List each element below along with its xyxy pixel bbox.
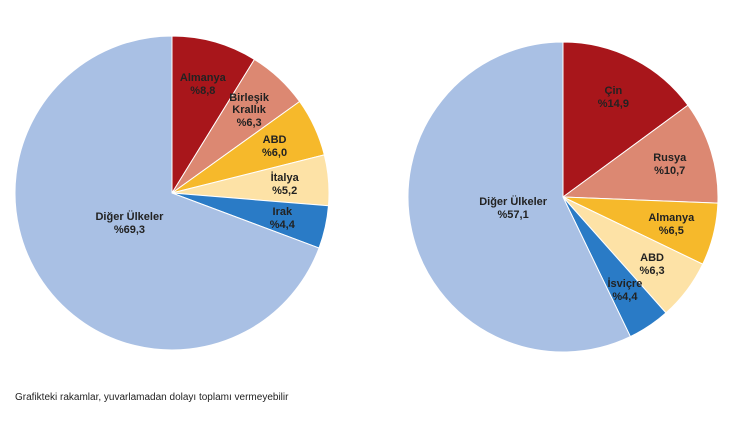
pie-slice — [171, 35, 256, 195]
slice-value: %14,9 — [597, 98, 629, 111]
slice-value: %5,2 — [272, 184, 298, 197]
pie-slice — [14, 35, 320, 351]
slice-value: %6,0 — [262, 146, 288, 159]
slice-label: Rusya — [653, 152, 687, 165]
slice-label: İsviçre — [607, 277, 643, 290]
slice-value: %6,5 — [658, 224, 684, 237]
footnote: Grafikteki rakamlar, yuvarlamadan dolayı… — [15, 392, 289, 403]
slice-value: %57,1 — [497, 209, 529, 222]
slice-value: %4,4 — [269, 218, 295, 231]
slice-label: Diğer Ülkeler — [95, 210, 164, 223]
slice-label: ABD — [640, 252, 665, 265]
pie-slice — [562, 41, 689, 198]
pie-slice — [407, 41, 632, 353]
slice-label: Almanya — [648, 211, 695, 224]
slice-label: Diğer Ülkeler — [479, 196, 548, 209]
slice-label: Çin — [604, 85, 623, 98]
slice-value: %10,7 — [654, 165, 686, 178]
slice-value: %6,3 — [236, 117, 262, 130]
slice-label: ABD — [262, 133, 287, 146]
slice-label: Irak — [272, 205, 293, 218]
slice-label: Birleşik Krallık — [229, 92, 269, 117]
slice-value: %8,8 — [190, 85, 216, 98]
slice-value: %69,3 — [113, 223, 146, 236]
slice-value: %6,3 — [639, 265, 665, 278]
slice-label: Almanya — [179, 72, 226, 85]
slice-value: %4,4 — [612, 290, 638, 303]
pie-slice — [561, 104, 719, 204]
slice-label: İtalya — [270, 171, 299, 184]
